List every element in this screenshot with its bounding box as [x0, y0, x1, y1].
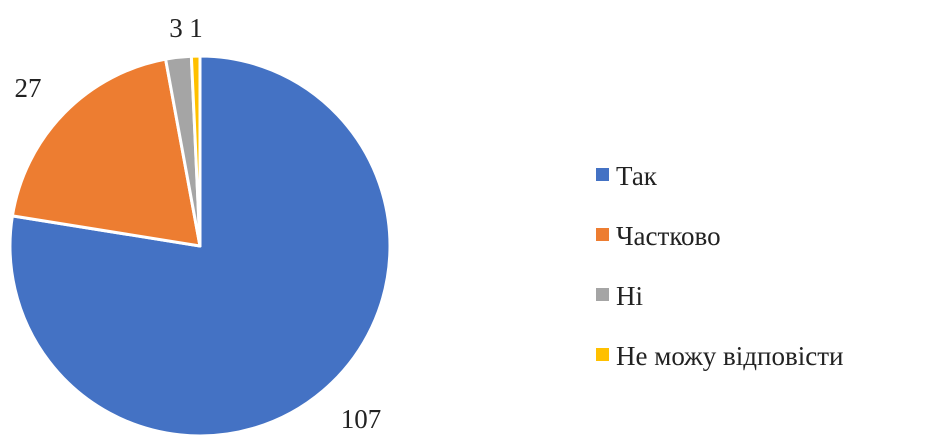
pie-slices [8, 54, 392, 436]
pie-slice-4 [189, 54, 202, 248]
legend-swatch-2 [596, 228, 609, 241]
legend: Так Частково Ні Не можу відповісти [596, 161, 843, 371]
legend-label-1: Так [616, 161, 658, 191]
legend-label-2: Частково [616, 221, 721, 251]
legend-swatch-3 [596, 288, 609, 301]
legend-label-3: Ні [616, 281, 643, 311]
legend-swatch-4 [596, 348, 609, 361]
data-labels: 107 27 3 1 [15, 13, 382, 434]
legend-swatch-1 [596, 168, 609, 181]
data-label-4: 1 [189, 13, 203, 43]
data-label-1: 107 [341, 404, 382, 434]
legend-label-4: Не можу відповісти [616, 341, 843, 371]
data-label-3: 3 [169, 13, 183, 43]
data-label-2: 27 [15, 73, 42, 103]
pie-slice-2 [10, 57, 202, 248]
